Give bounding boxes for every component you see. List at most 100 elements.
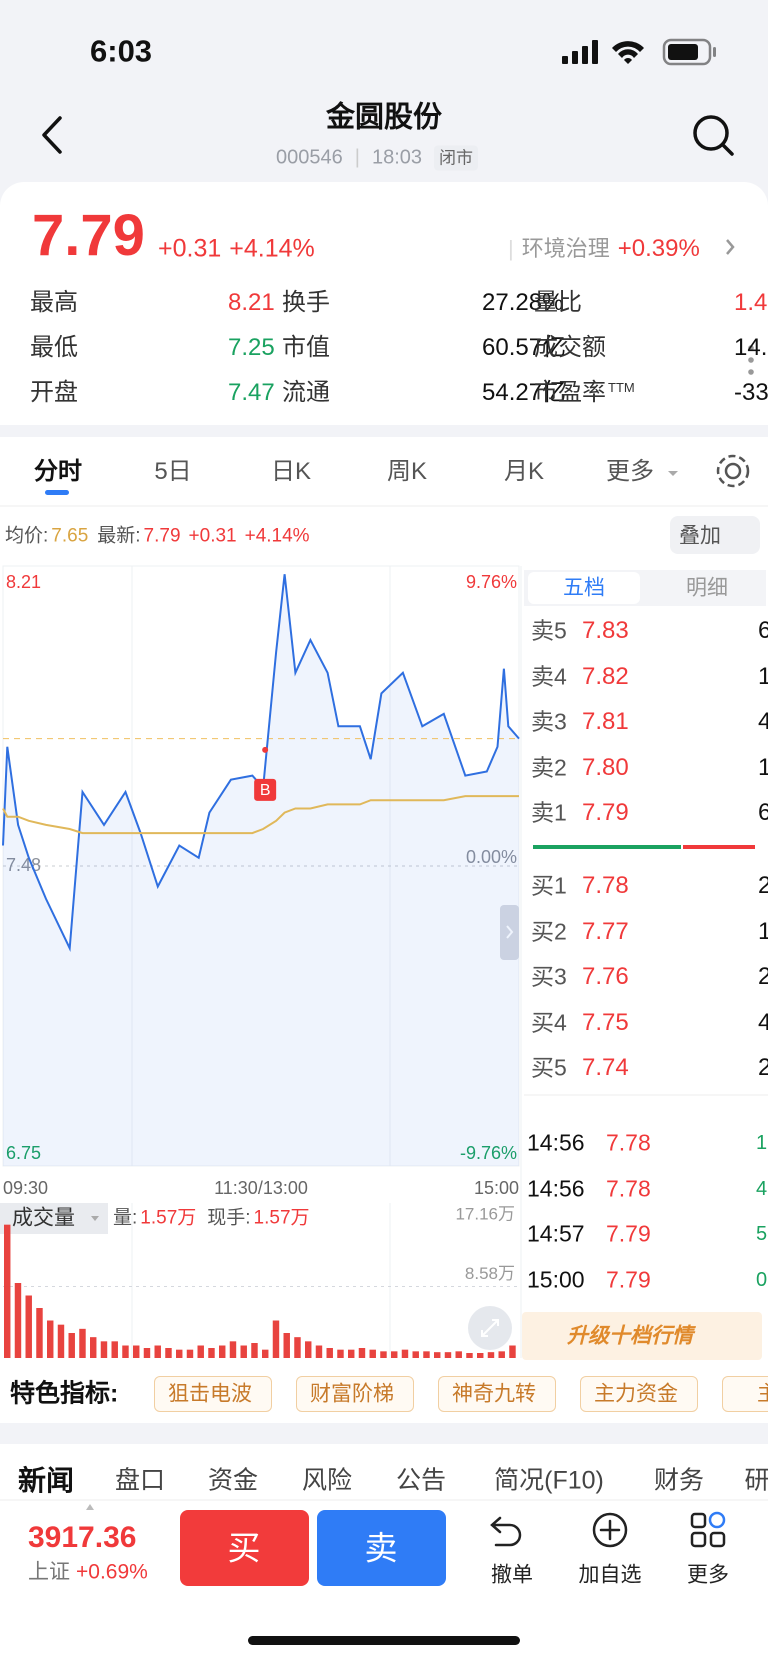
expand-icon [481, 1319, 499, 1337]
feature-chip[interactable] [154, 1376, 272, 1412]
settings-button[interactable] [716, 454, 750, 488]
upgrade-label[interactable]: 升级十档行情 [567, 1324, 693, 1348]
volume-bar [348, 1349, 355, 1358]
x-tick-label: 09:30 [3, 1178, 48, 1198]
side-toggle[interactable] [500, 905, 519, 960]
index-change: +0.69% [76, 1560, 148, 1584]
separator: | [508, 236, 514, 261]
stat-label: 换手 [282, 289, 330, 316]
annotation-box [254, 778, 277, 801]
volume-bar [262, 1349, 269, 1358]
chart-tab[interactable]: 周K [386, 458, 428, 485]
feature-chip[interactable] [438, 1376, 556, 1412]
feature-chip[interactable] [722, 1376, 768, 1412]
volume-bar [412, 1351, 419, 1358]
action-label[interactable]: 加自选 [578, 1563, 642, 1587]
book-level: 买2 [531, 918, 567, 944]
price-change: +0.31 +4.14% [158, 234, 315, 263]
news-tab[interactable]: 资金 [207, 1466, 259, 1495]
volume-bar [68, 1333, 75, 1358]
book-tab[interactable]: 明细 [686, 576, 728, 600]
sell-label[interactable]: 卖 [364, 1529, 398, 1567]
volume-bar [283, 1333, 290, 1358]
more-dots[interactable] [748, 345, 754, 375]
volume-bar [455, 1351, 462, 1358]
volume-bar [498, 1351, 505, 1358]
book-tab[interactable]: 五档 [563, 576, 605, 600]
buy-button[interactable] [180, 1510, 309, 1586]
volume-bar [294, 1337, 301, 1358]
news-tab[interactable]: 研 [744, 1466, 768, 1495]
sell-button[interactable] [317, 1510, 446, 1586]
feature-name: 财富阶梯 [310, 1382, 394, 1406]
book-price: 7.77 [582, 917, 629, 945]
chart-tab[interactable]: 月K [503, 458, 545, 485]
book-volume: 133万 [758, 917, 768, 945]
index-info: 上证 +0.69% [28, 1562, 148, 1583]
stock-subtitle: 000546 | 18:03 闭市 [276, 145, 479, 171]
back-button[interactable] [42, 116, 62, 154]
index-value: 3917.36 [28, 1521, 137, 1554]
y-tick-label: 17.16万 [455, 1204, 515, 1223]
news-tab[interactable]: 新闻 [17, 1465, 75, 1496]
volume-bar [466, 1353, 473, 1358]
news-tab[interactable]: 简况(F10) [494, 1466, 604, 1495]
trade-time: 14:56 [527, 1175, 585, 1201]
volume-bar [57, 1324, 65, 1358]
action-label[interactable]: 更多 [687, 1563, 729, 1587]
book-level: 买4 [531, 1009, 567, 1035]
volume-bar [36, 1308, 43, 1358]
sector-chevron [726, 239, 735, 255]
trade-price: 7.78 [606, 1175, 651, 1201]
chart-tab[interactable]: 日K [270, 458, 312, 485]
news-tab[interactable]: 财务 [653, 1466, 705, 1495]
news-tab[interactable]: 风险 [301, 1466, 353, 1495]
book-volume: 6.66万 [758, 617, 768, 644]
status-time: 6:03 [90, 33, 153, 69]
feature-chip[interactable] [580, 1376, 698, 1412]
annotation-label: B [260, 782, 271, 799]
book-volume: 21.4万 [758, 1054, 768, 1081]
chart-tab[interactable]: 5日 [154, 458, 192, 485]
volume-bar [197, 1345, 204, 1358]
feature-chip[interactable] [296, 1376, 414, 1412]
book-level: 卖1 [531, 799, 567, 826]
y-tick-label: 6.75 [6, 1143, 41, 1163]
volume-info: 量: 1.57万 现手: 1.57万 [113, 1209, 318, 1228]
chart-info: 均价: 7.65 最新: 7.79 +0.31 +4.14% [5, 527, 310, 546]
status-icons [562, 38, 716, 66]
overlay-label[interactable]: 叠加 [679, 524, 721, 548]
book-volume: 182万 [758, 753, 768, 781]
ratio-bar-bids [533, 845, 681, 849]
volume-bar [186, 1349, 194, 1358]
volume-label-box[interactable] [0, 1203, 108, 1234]
buy-label[interactable]: 买 [227, 1529, 261, 1567]
news-tab[interactable]: 公告 [395, 1466, 447, 1495]
upgrade-button[interactable] [522, 1312, 762, 1360]
y-tick-label: 8.58万 [465, 1264, 515, 1283]
change-percent: +4.14% [229, 234, 315, 263]
volume-bar [477, 1353, 484, 1358]
volume-title[interactable]: 成交量 [12, 1206, 75, 1230]
feature-name: 神奇九转 [452, 1382, 536, 1406]
book-price: 7.76 [582, 963, 629, 990]
chart-tab[interactable]: 分时 [34, 458, 82, 485]
news-tab[interactable]: 盘口 [114, 1466, 166, 1495]
avg-label: 均价: [5, 525, 49, 547]
volume-bar [337, 1349, 344, 1358]
book-price: 7.78 [582, 872, 629, 899]
stat-label: 最低 [30, 334, 78, 361]
chart-tab[interactable]: 更多 [606, 458, 654, 485]
search-button[interactable] [693, 115, 734, 156]
y-tick-label: 8.21 [6, 572, 41, 592]
feature-name: 主力资金 [594, 1382, 678, 1406]
action-label[interactable]: 撤单 [491, 1563, 533, 1587]
volume-bar [380, 1351, 387, 1358]
volume-bar [79, 1328, 86, 1358]
overlay-button[interactable] [670, 516, 760, 554]
series-line [2, 795, 519, 835]
book-level: 买1 [531, 872, 567, 899]
volume-bar [111, 1341, 118, 1358]
book-level: 卖4 [531, 663, 567, 689]
